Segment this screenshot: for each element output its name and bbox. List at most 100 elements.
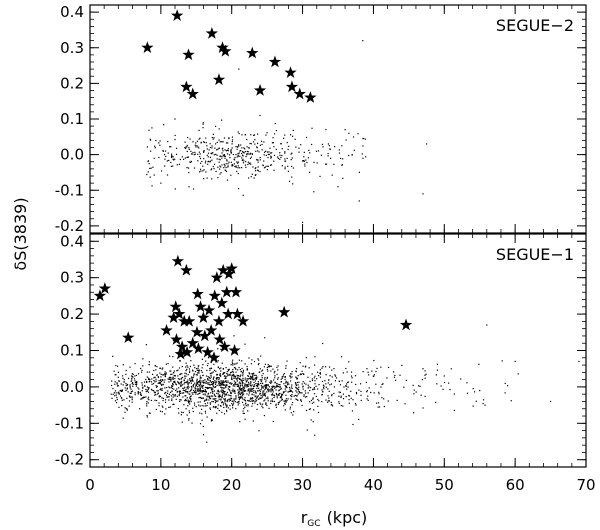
data-point-dot [140,398,142,400]
data-point-dot [197,367,199,369]
data-point-dot [256,142,259,145]
data-point-dot [226,410,228,412]
data-point-dot [266,404,268,407]
data-point-dot [155,385,157,387]
data-point-dot [329,375,331,377]
data-point-dot [213,382,215,384]
data-point-dot [504,392,506,394]
data-point-dot [145,344,148,346]
data-point-dot [173,394,175,396]
data-point-dot [318,384,320,386]
data-point-star [141,41,154,54]
data-point-dot [201,367,203,369]
data-point-dot [205,375,208,377]
data-point-dot [254,400,256,403]
data-point-dot [325,386,327,388]
data-point-dot [211,145,213,147]
data-point-dot [146,386,149,388]
data-point-dot [393,371,395,373]
data-point-dot [264,399,266,401]
data-point-dot [578,360,580,363]
data-point-dot [230,161,232,163]
data-point-dot [278,383,280,386]
data-point-dot [297,388,300,390]
data-point-dot [314,434,316,436]
data-point-dot [251,153,254,156]
data-point-dot [149,176,151,178]
data-point-dot [193,167,196,169]
data-point-dot [263,394,266,396]
data-point-dot [212,392,214,394]
data-point-dot [353,149,355,151]
data-point-dot [207,357,210,359]
data-point-dot [354,402,357,405]
data-point-dot [240,391,242,393]
data-point-dot [314,375,316,377]
data-point-dot [264,384,266,387]
data-point-dot [279,158,281,160]
data-point-dot [194,390,196,393]
data-point-dot [234,383,236,385]
data-point-dot [209,156,212,158]
data-point-dot [158,382,160,384]
data-point-dot [292,414,294,416]
data-point-dot [317,150,320,152]
data-point-dot [267,384,269,386]
data-point-dot [466,392,469,394]
data-point-dot [210,372,212,375]
data-point-dot [229,404,231,407]
data-point-dot [199,157,202,160]
data-point-dot [156,366,158,368]
data-point-dot [153,369,155,372]
data-point-dot [164,165,166,167]
data-point-dot [189,370,191,372]
data-point-dot [222,404,225,406]
data-point-dot [212,371,214,373]
data-point-dot [302,386,304,388]
data-point-dot [304,366,306,368]
data-point-dot [241,159,243,162]
data-point-star [229,285,243,298]
data-point-dot [163,381,165,383]
data-point-dot [130,375,133,377]
data-point-dot [186,144,188,147]
data-point-dot [184,141,186,143]
data-point-star [201,345,214,358]
data-point-dot [201,405,203,407]
data-point-dot [250,397,252,399]
y-axis-title: δS(3839) [11,197,30,270]
data-point-dot [218,158,220,160]
data-point-dot [267,385,269,387]
data-point-dot [142,397,144,399]
data-point-dot [190,153,193,155]
data-point-dot [188,148,190,151]
data-point-dot [217,393,219,395]
data-point-dot [228,374,230,376]
data-point-dot [147,160,149,163]
data-point-dot [291,376,293,378]
data-point-dot [347,381,350,383]
data-point-dot [258,151,260,153]
data-point-dot [199,162,202,164]
data-point-dot [227,148,230,150]
data-point-dot [181,411,183,413]
data-point-star [219,44,232,57]
data-point-dot [267,156,269,159]
data-point-dot [222,390,224,392]
data-point-dot [249,378,252,380]
data-point-dot [114,381,116,383]
data-point-dot [281,398,283,401]
data-point-dot [204,382,206,384]
data-point-dot [167,362,169,365]
data-point-dot [203,151,205,153]
data-point-dot [241,380,243,382]
data-point-dot [236,146,239,148]
data-point-dot [440,385,442,387]
data-point-dot [328,390,330,392]
data-point-dot [319,376,321,378]
data-point-dot [312,398,314,400]
data-point-dot [338,391,340,393]
data-point-dot [255,174,257,176]
data-point-dot [172,372,175,374]
data-point-dot [415,391,417,393]
